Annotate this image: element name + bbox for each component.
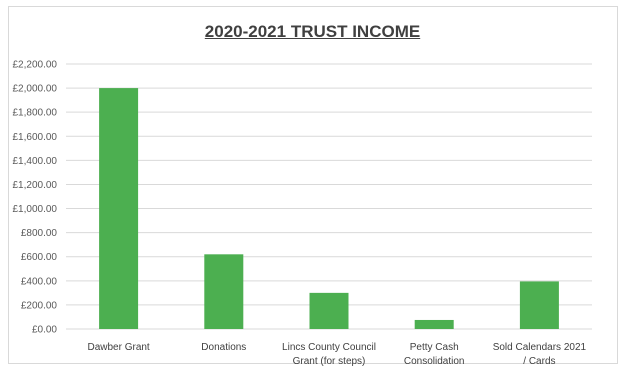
bar <box>309 292 349 329</box>
y-tick-label: £1,800.00 <box>13 108 58 119</box>
x-tick-label: Grant (for steps) <box>293 356 366 367</box>
y-tick-label: £1,200.00 <box>13 180 58 191</box>
bar <box>204 254 244 329</box>
bar <box>519 281 559 329</box>
bar <box>414 319 454 329</box>
x-tick-label: / Cards <box>523 356 555 367</box>
y-tick-label: £2,200.00 <box>13 60 58 71</box>
y-tick-label: £1,600.00 <box>13 132 58 143</box>
y-tick-label: £1,000.00 <box>13 204 58 215</box>
y-tick-label: £800.00 <box>21 228 58 239</box>
y-tick-label: £400.00 <box>21 276 58 287</box>
x-tick-label: Petty Cash <box>410 342 459 353</box>
x-tick-label: Consolidation <box>404 356 465 367</box>
y-tick-label: £1,400.00 <box>13 156 58 167</box>
chart-title: 2020-2021 TRUST INCOME <box>204 22 421 41</box>
y-tick-label: £0.00 <box>32 325 57 336</box>
x-tick-label: Donations <box>201 342 246 353</box>
x-tick-label: Dawber Grant <box>87 342 149 353</box>
x-tick-label: Sold Calendars 2021 <box>493 342 587 353</box>
bar <box>99 88 139 329</box>
x-tick-label: Lincs County Council <box>282 342 376 353</box>
y-tick-label: £2,000.00 <box>13 84 58 95</box>
y-tick-label: £600.00 <box>21 252 58 263</box>
y-tick-label: £200.00 <box>21 300 58 311</box>
